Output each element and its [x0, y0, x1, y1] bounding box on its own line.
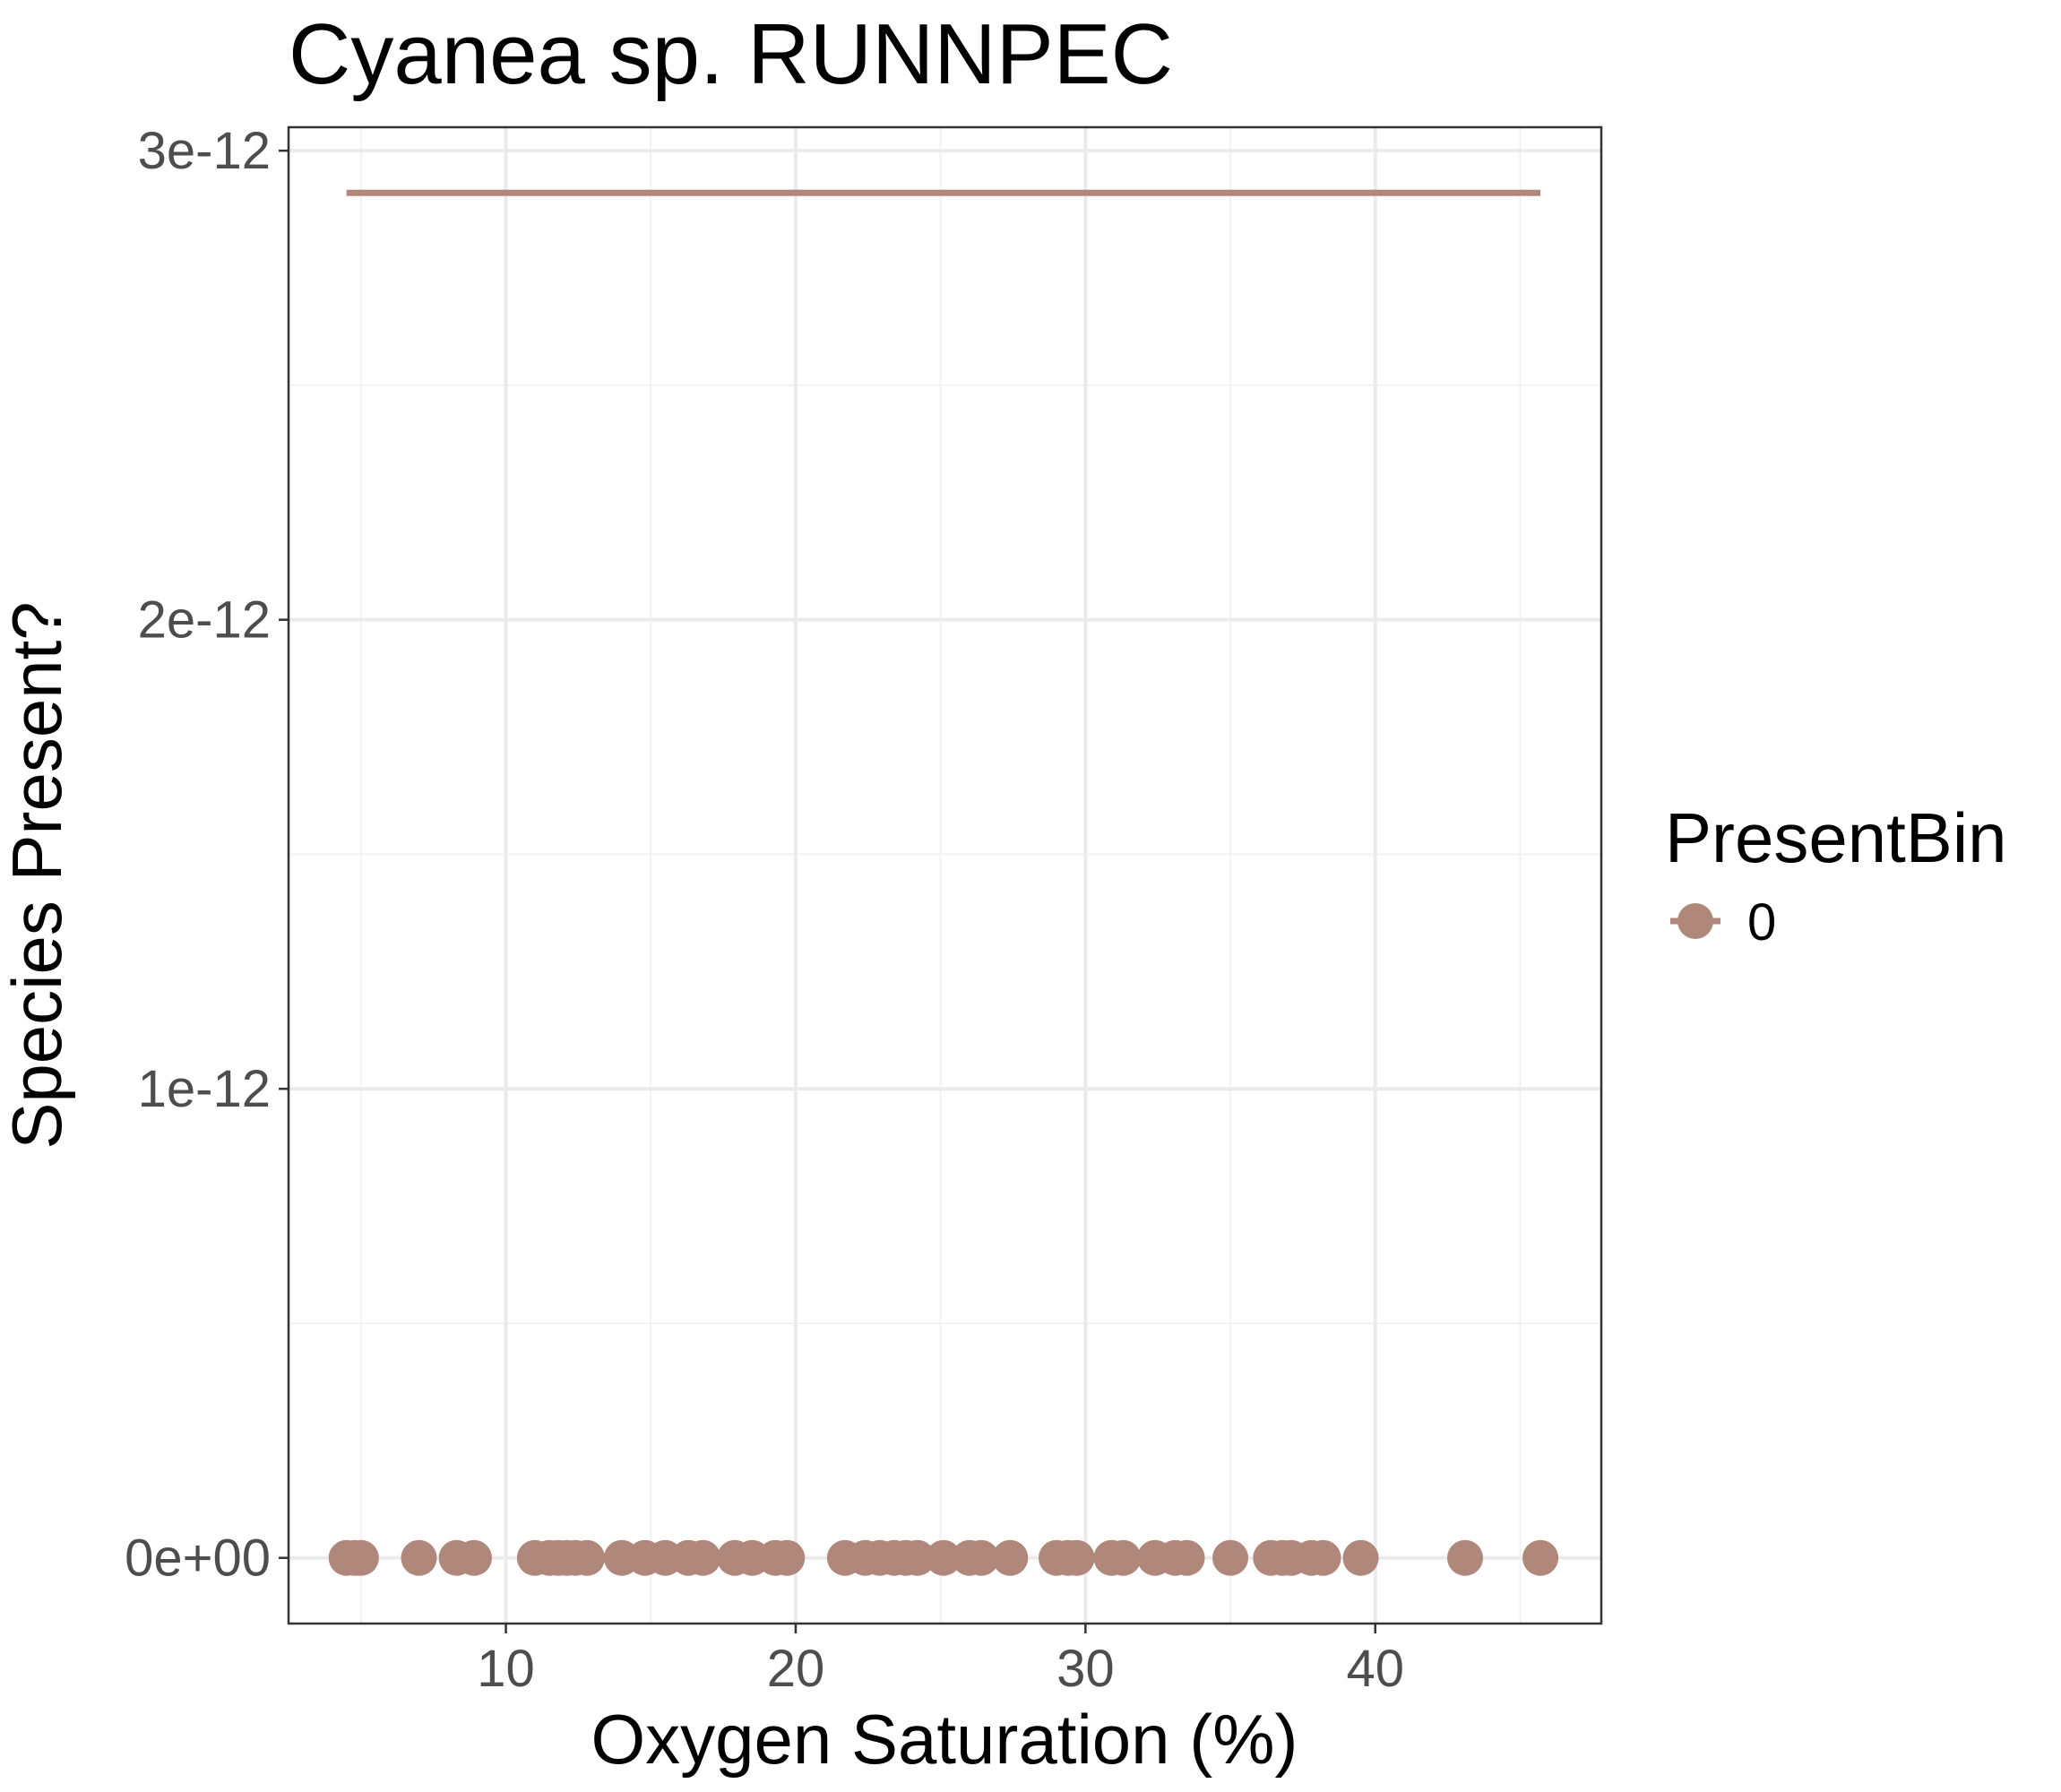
x-tick-label: 30	[1056, 1640, 1115, 1698]
y-tick-label: 1e-12	[138, 1060, 271, 1118]
data-point	[569, 1539, 606, 1576]
x-tick-label: 40	[1346, 1640, 1404, 1698]
data-point	[342, 1539, 379, 1576]
legend-title: PresentBin	[1665, 798, 2007, 877]
plot-border	[287, 125, 1603, 1625]
data-point	[401, 1539, 437, 1576]
data-point	[1212, 1539, 1249, 1576]
data-point	[455, 1539, 492, 1576]
x-axis-title: Oxygen Saturation (%)	[591, 1700, 1298, 1779]
data-point	[925, 1539, 962, 1576]
data-point	[1105, 1539, 1142, 1576]
chart-title: Cyanea sp. RUNNPEC	[289, 6, 1173, 102]
data-point	[962, 1539, 999, 1576]
legend-key-point	[1677, 903, 1713, 939]
data-point	[899, 1539, 936, 1576]
x-axis: 10 20 30 40	[477, 1624, 1404, 1698]
y-axis: 0e+00 1e-12 2e-12 3e-12	[125, 122, 289, 1588]
legend-label: 0	[1747, 893, 1776, 952]
plot-background	[289, 127, 1601, 1624]
data-points	[328, 1539, 1559, 1576]
plot-panel	[287, 125, 1603, 1625]
data-point	[1342, 1539, 1379, 1576]
legend: PresentBin 0	[1665, 798, 2007, 952]
data-point	[769, 1539, 806, 1576]
data-point	[992, 1539, 1029, 1576]
y-tick-label: 2e-12	[138, 591, 271, 650]
data-point	[685, 1539, 721, 1576]
data-point	[1168, 1539, 1205, 1576]
x-tick-label: 10	[477, 1640, 535, 1698]
y-axis-title: Species Present?	[0, 601, 76, 1149]
x-tick-label: 20	[767, 1640, 825, 1698]
data-point	[1447, 1539, 1484, 1576]
data-point	[1522, 1539, 1559, 1576]
y-tick-label: 0e+00	[125, 1529, 271, 1588]
data-point	[1058, 1539, 1095, 1576]
y-tick-label: 3e-12	[138, 122, 271, 180]
data-point	[1305, 1539, 1341, 1576]
